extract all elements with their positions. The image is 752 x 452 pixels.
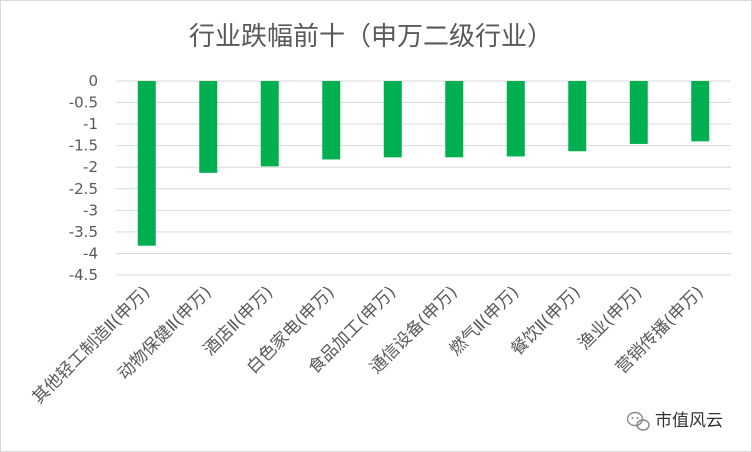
bar — [199, 81, 218, 173]
y-tick-label: -3 — [83, 201, 98, 219]
y-tick-label: -3.5 — [69, 223, 98, 241]
y-tick-label: -0.5 — [69, 94, 98, 112]
y-tick-label: -1.5 — [69, 137, 98, 155]
bar — [691, 81, 710, 142]
bar — [506, 81, 525, 157]
watermark-text: 市值风云 — [655, 411, 723, 431]
x-tick-label: 其他轻工制造Ⅱ(申万) — [29, 282, 155, 408]
watermark: 市值风云 — [626, 411, 723, 431]
chart-title: 行业跌幅前十（申万二级行业） — [189, 22, 553, 52]
wechat-icon — [626, 411, 650, 431]
bar — [322, 81, 341, 160]
bar — [137, 81, 156, 246]
y-tick-label: -2 — [83, 158, 98, 176]
bar — [568, 81, 587, 152]
y-tick-label: -2.5 — [69, 180, 98, 198]
bar — [260, 81, 279, 167]
bar — [383, 81, 402, 158]
y-tick-label: -4 — [83, 244, 98, 262]
y-tick-label: -4.5 — [69, 266, 98, 284]
y-tick-label: -1 — [83, 115, 98, 133]
bar — [445, 81, 464, 158]
y-tick-label: 0 — [88, 72, 98, 90]
bar — [629, 81, 648, 144]
